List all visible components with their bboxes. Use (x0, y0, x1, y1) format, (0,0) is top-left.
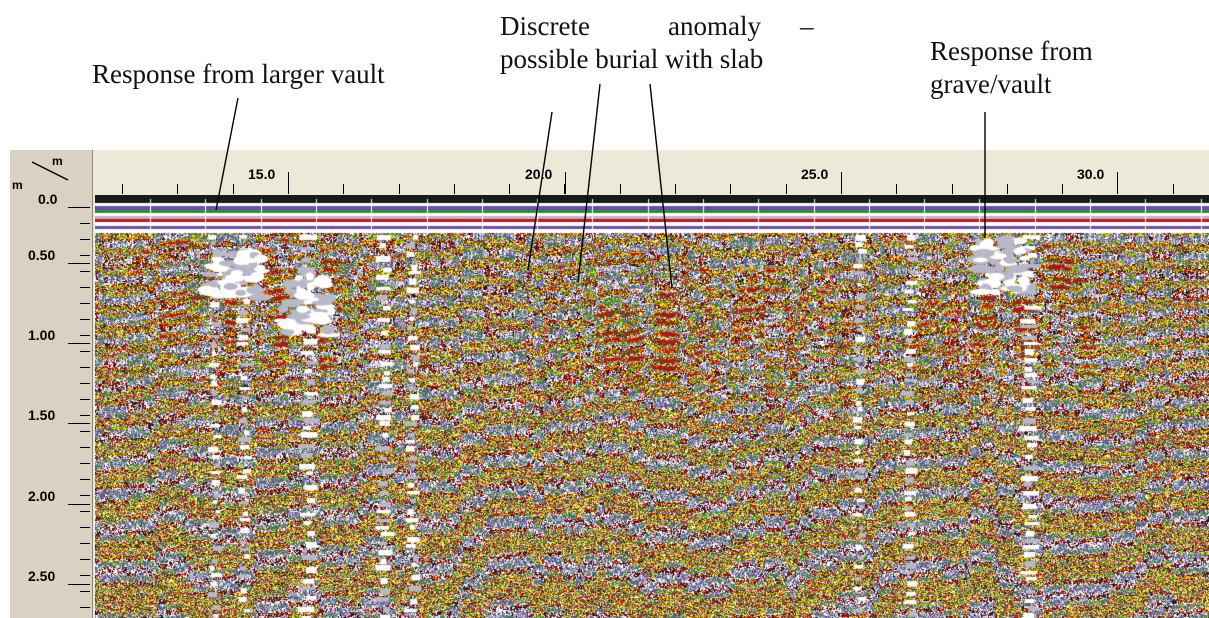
x-minor-tick (509, 184, 511, 194)
x-minor-tick (619, 184, 621, 194)
x-minor-tick (398, 184, 400, 194)
y-major-tick (68, 343, 90, 344)
axis-separator (92, 150, 96, 618)
x-minor-tick (1062, 184, 1064, 194)
y-major-tick (68, 263, 90, 264)
y-minor-tick (80, 559, 90, 560)
corner-diagonal (31, 161, 69, 181)
x-minor-tick (232, 184, 234, 194)
annotation-larger-vault: Response from larger vault (92, 59, 385, 89)
x-minor-tick (951, 184, 953, 194)
annotation-dash: – (800, 11, 814, 41)
y-minor-tick (80, 415, 90, 416)
corner-unit-y: m (12, 178, 23, 192)
y-minor-tick (80, 575, 90, 576)
y-minor-tick (80, 383, 90, 384)
y-minor-tick (80, 399, 90, 400)
y-minor-tick (80, 351, 90, 352)
y-tick-label: 1.00 (28, 327, 56, 343)
y-minor-tick (80, 495, 90, 496)
y-minor-tick (80, 207, 90, 208)
annotation-word-anomaly: anomaly (668, 11, 761, 41)
y-tick-label: 2.50 (28, 568, 56, 584)
x-minor-tick (1006, 184, 1008, 194)
y-minor-tick (80, 591, 90, 592)
y-major-tick (68, 504, 90, 505)
x-major-tick (1117, 172, 1118, 194)
y-minor-tick (80, 463, 90, 464)
y-minor-tick (80, 319, 90, 320)
x-minor-tick (122, 184, 123, 194)
x-tick-label: 15.0 (248, 166, 276, 182)
y-minor-tick (80, 223, 90, 224)
x-minor-tick (564, 184, 566, 194)
x-minor-tick (730, 184, 732, 194)
x-major-tick (288, 172, 289, 194)
x-minor-tick (896, 184, 898, 194)
x-minor-tick (785, 184, 787, 194)
y-tick-label: 0.50 (28, 247, 56, 263)
axis-corner: m m (10, 150, 92, 195)
x-tick-label: 20.0 (525, 166, 553, 182)
y-minor-tick (80, 239, 90, 240)
gpr-radargram-image (95, 195, 1209, 618)
y-minor-tick (80, 607, 90, 608)
x-minor-tick (177, 184, 179, 194)
corner-unit-x: m (52, 154, 63, 168)
y-tick-label: 2.00 (28, 488, 56, 504)
y-minor-tick (80, 303, 90, 304)
x-major-tick (841, 172, 842, 194)
x-minor-tick (675, 184, 676, 194)
x-tick-label: 25.0 (801, 166, 829, 182)
x-minor-tick (1172, 184, 1174, 194)
y-minor-tick (80, 255, 90, 256)
y-axis: 0.0 0.50 1.00 1.50 2.00 2.50 (10, 191, 92, 618)
y-tick-label: 0.0 (38, 191, 58, 207)
x-minor-tick (453, 184, 455, 194)
y-major-tick (68, 584, 90, 585)
annotation-grave-vault-line1: Response from (930, 36, 1093, 66)
y-minor-tick (80, 479, 90, 480)
y-tick-label: 1.50 (28, 407, 56, 423)
annotation-discrete-anomaly-line2: possible burial with slab (500, 44, 764, 74)
radargram-panel: m m 15.0 20.0 25.0 30.0 0.0 0.50 1.00 1.50 2.00… (10, 150, 1209, 618)
y-major-tick (68, 423, 90, 424)
y-minor-tick (80, 431, 90, 432)
annotation-grave-vault-line2: grave/vault (930, 69, 1052, 99)
y-minor-tick (80, 447, 90, 448)
annotation-word-discrete: Discrete (500, 11, 590, 41)
y-major-tick (68, 207, 90, 208)
y-minor-tick (80, 527, 90, 528)
y-minor-tick (80, 335, 90, 336)
x-major-tick (565, 172, 566, 194)
y-minor-tick (80, 271, 90, 272)
x-tick-label: 30.0 (1077, 166, 1105, 182)
y-minor-tick (80, 543, 90, 544)
x-axis: 15.0 20.0 25.0 30.0 (95, 150, 1209, 195)
y-minor-tick (80, 367, 90, 368)
y-minor-tick (80, 511, 90, 512)
y-minor-tick (80, 287, 90, 288)
x-minor-tick (343, 184, 345, 194)
